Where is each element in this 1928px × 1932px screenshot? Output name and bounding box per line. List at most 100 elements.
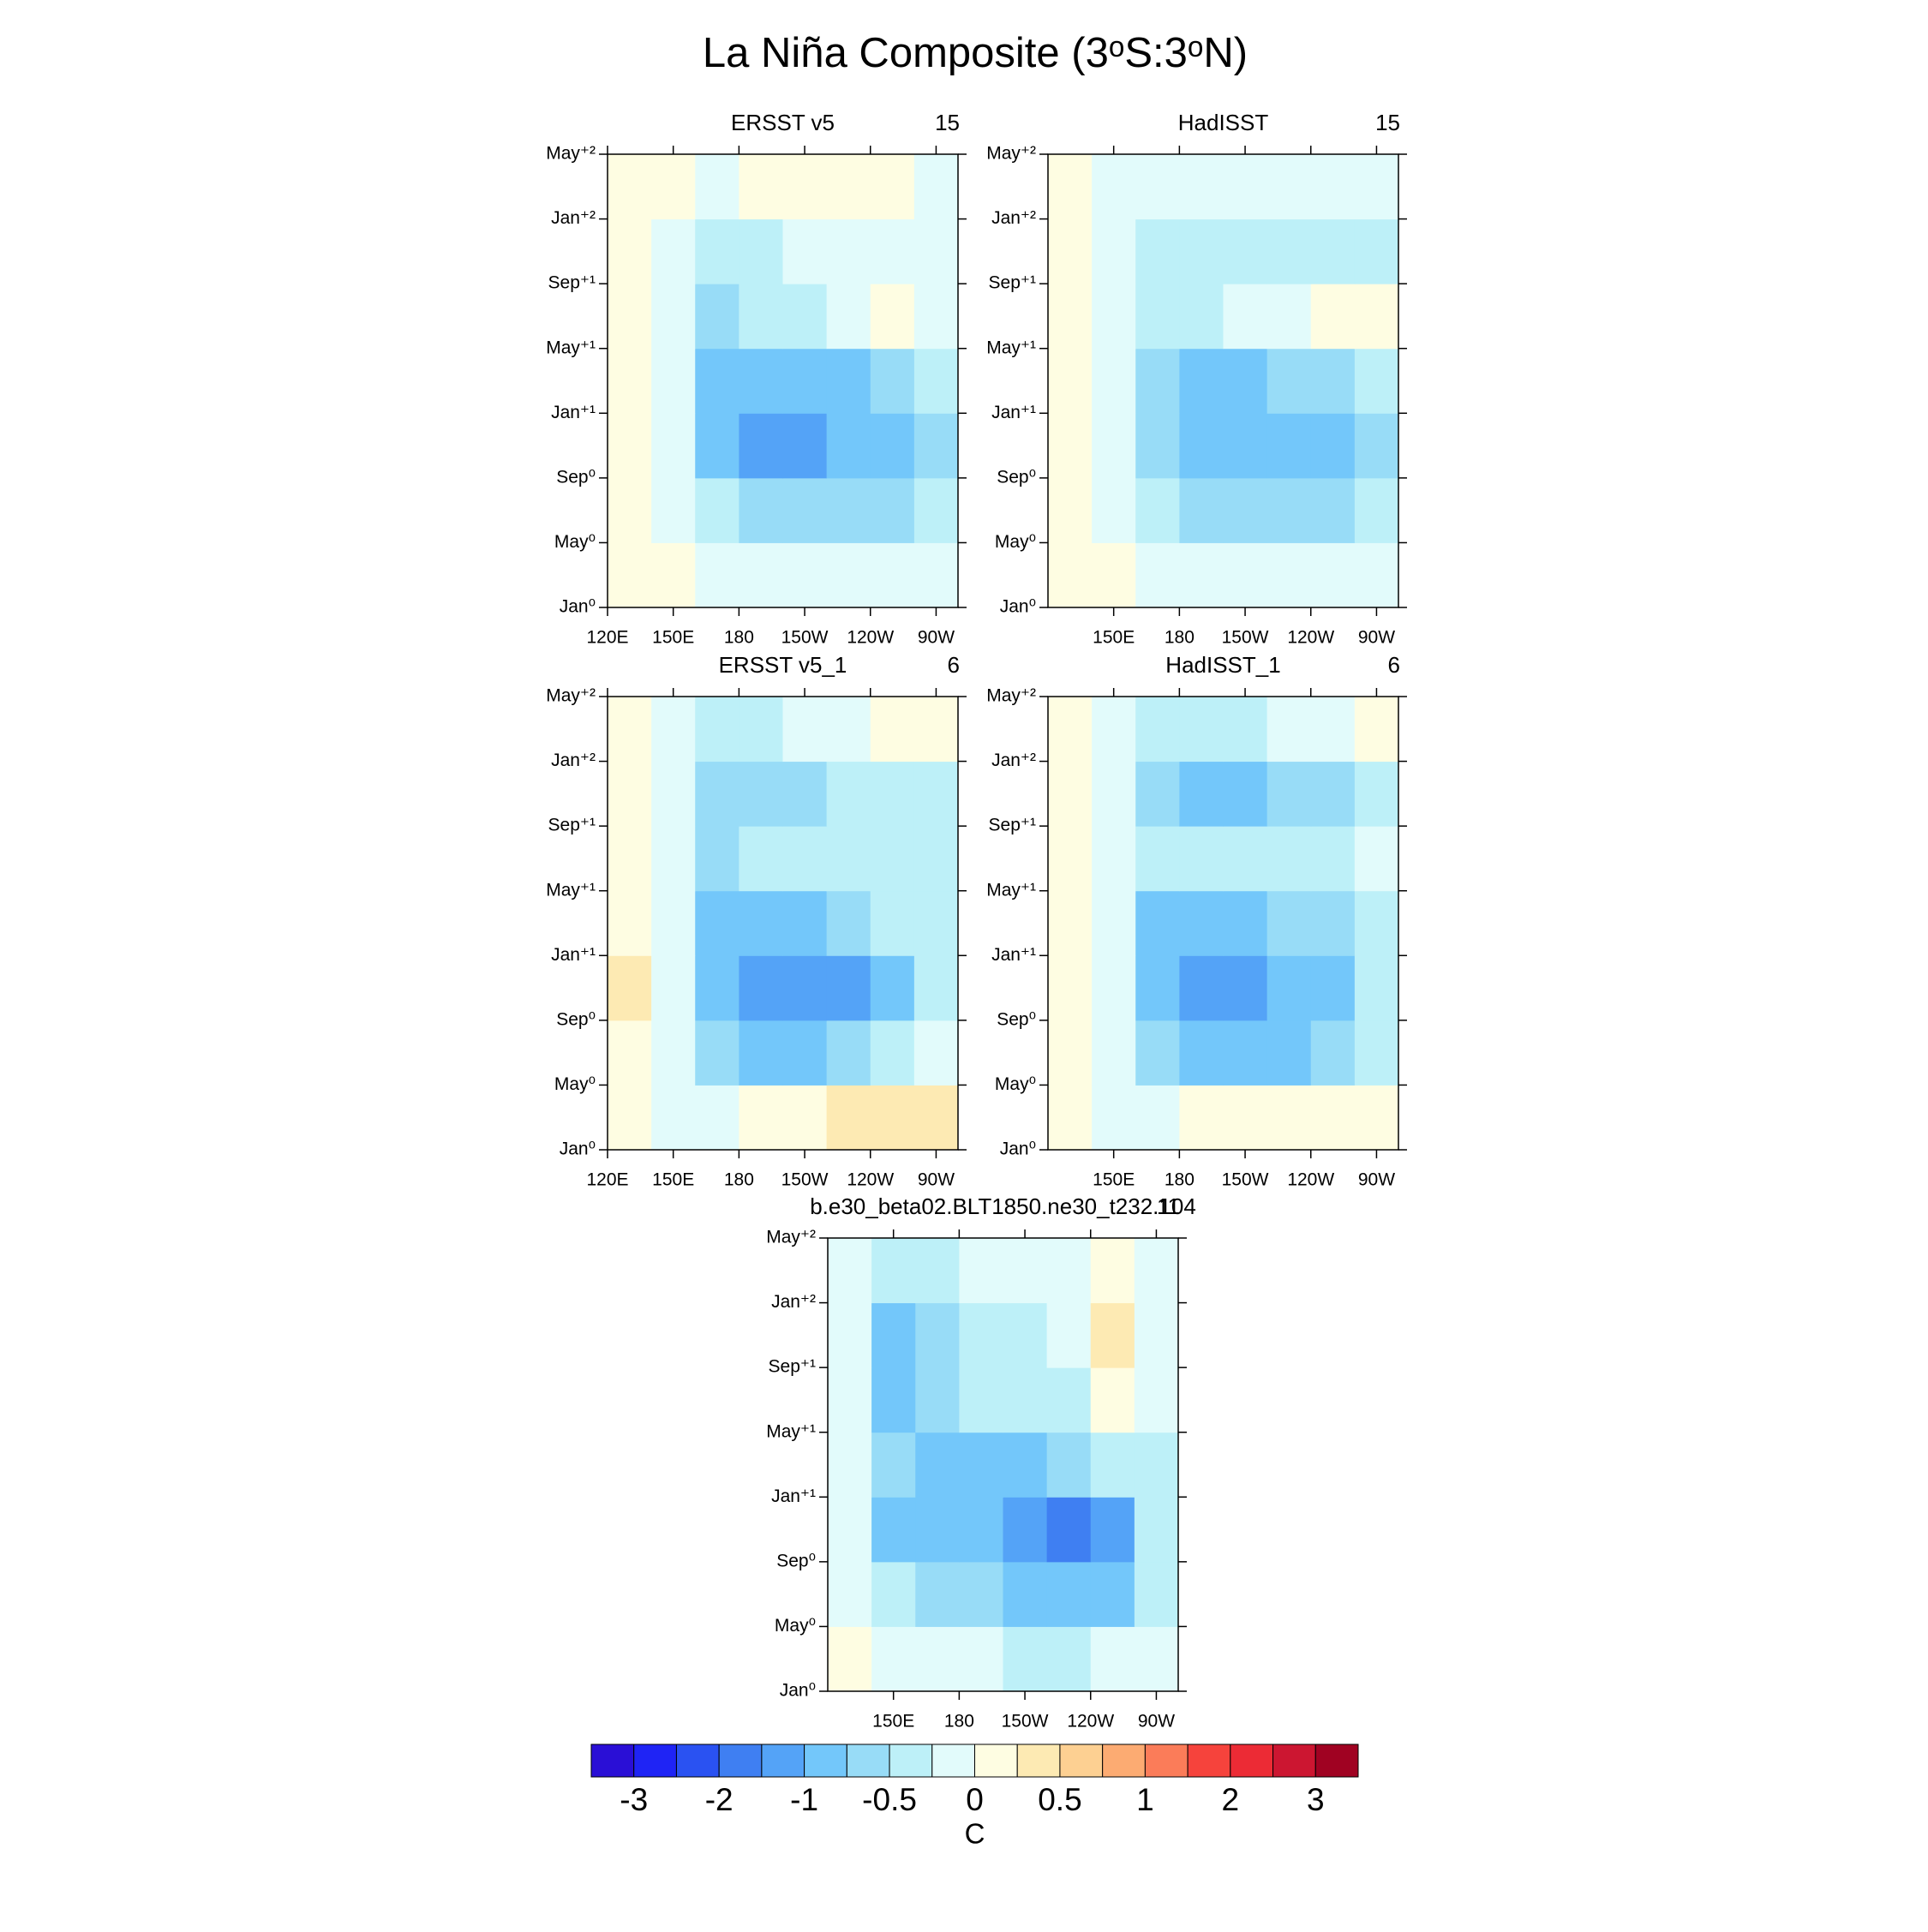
x-tick-label: 150E [1093,1170,1135,1190]
heat-cell [1310,890,1356,956]
y-tick-label: Jan⁺¹ [551,945,596,965]
heat-cell [695,826,739,892]
heat-cell [870,218,915,284]
heat-cell [1266,477,1312,543]
heat-cell [1310,154,1356,220]
heat-cell [1179,413,1224,479]
x-tick-label: 150W [781,1170,829,1190]
heat-cell [1134,1302,1179,1368]
x-tick-label: 180 [944,1712,974,1732]
y-tick-label: May⁺¹ [546,338,596,357]
x-tick-label: 150E [1093,628,1135,648]
heat-cell [1046,1367,1092,1433]
panel-right-title: 11 [1157,1193,1180,1219]
x-tick-label: 120E [586,1170,628,1190]
heat-cell [608,1085,652,1151]
heat-cell [1048,1085,1093,1151]
heat-cell [1046,1626,1092,1692]
heat-cell [826,542,871,608]
heat-cell [826,826,871,892]
colorbar-tick-label: 1 [1136,1782,1154,1817]
heat-cell [1223,154,1268,220]
heat-cell [1179,218,1224,284]
heat-cell [1046,1432,1092,1498]
plot-frame [1047,153,1399,608]
heat-cell [1092,697,1136,763]
heat-cell [1354,218,1399,284]
x-tick-label: 180 [724,1170,754,1190]
colorbar-box [718,1744,763,1778]
heat-cell [1266,542,1312,608]
heat-cell [1223,413,1268,479]
y-tick-label: Jan⁰ [560,1139,596,1159]
heat-cell [695,218,739,284]
y-tick-label: Jan⁺¹ [771,1486,816,1506]
y-tick-label: May⁰ [554,532,596,552]
heat-cell [871,1497,916,1563]
heat-cell [870,284,915,350]
heat-cell [1092,542,1136,608]
y-tick-label: Sep⁰ [997,1009,1036,1029]
heat-cell [1266,284,1312,350]
heat-cell [1048,218,1093,284]
heat-cell [1090,1302,1135,1368]
heat-cell [739,826,783,892]
heat-cell [1090,1238,1135,1304]
heat-cell [913,890,959,956]
heat-cell [828,1367,872,1433]
heat-cell [913,1085,959,1151]
colorbar-box [675,1744,720,1778]
y-tick-label: May⁺¹ [986,338,1036,357]
heat-cell [739,477,783,543]
heat-cell [1310,348,1356,414]
heat-cell [1266,1085,1312,1151]
heat-cell [695,955,739,1021]
heat-cell [870,955,915,1021]
heat-cell [1092,154,1136,220]
x-tick-label: 90W [1358,628,1395,648]
heat-cell [1223,697,1268,763]
x-tick-label: 150W [781,628,829,648]
heat-cell [782,348,828,414]
heat-cell [1048,955,1093,1021]
heat-cell [1354,477,1399,543]
heat-cell [915,1626,960,1692]
heat-cell [782,284,828,350]
heat-cell [1003,1302,1048,1368]
x-tick-label: 150W [1002,1712,1049,1732]
heat-cell [871,1626,916,1692]
colorbar-box [633,1744,677,1778]
heat-cell [782,154,828,220]
heat-cell [1223,1085,1268,1151]
heat-cell [1135,542,1180,608]
heat-cell [695,890,739,956]
heat-cell [913,826,959,892]
y-tick-label: Sep⁰ [997,467,1036,487]
heat-cell [913,761,959,827]
x-tick-label: 150W [1222,628,1269,648]
heat-cell [1135,154,1180,220]
heat-cell [651,477,696,543]
heat-cell [1092,348,1136,414]
heat-cell [1179,154,1224,220]
x-tick-label: 120W [1067,1712,1114,1732]
heat-cell [1135,955,1180,1021]
heat-cell [1048,1020,1093,1086]
heat-cell [1354,697,1399,763]
y-tick-label: May⁺² [986,686,1036,706]
heat-cell [782,761,828,827]
heat-cell [608,826,652,892]
heat-cell [1179,697,1224,763]
colorbar-box [1272,1744,1316,1778]
heat-cell [608,284,652,350]
y-tick-label: Jan⁺² [551,751,596,770]
heat-cell [608,154,652,220]
heat-cell [870,761,915,827]
heat-cell [782,413,828,479]
heat-cell [608,1020,652,1086]
heat-cell [1135,477,1180,543]
heat-cell [1179,477,1224,543]
heat-cell [826,348,871,414]
x-tick-label: 150E [652,628,694,648]
heat-cell [1135,1085,1180,1151]
